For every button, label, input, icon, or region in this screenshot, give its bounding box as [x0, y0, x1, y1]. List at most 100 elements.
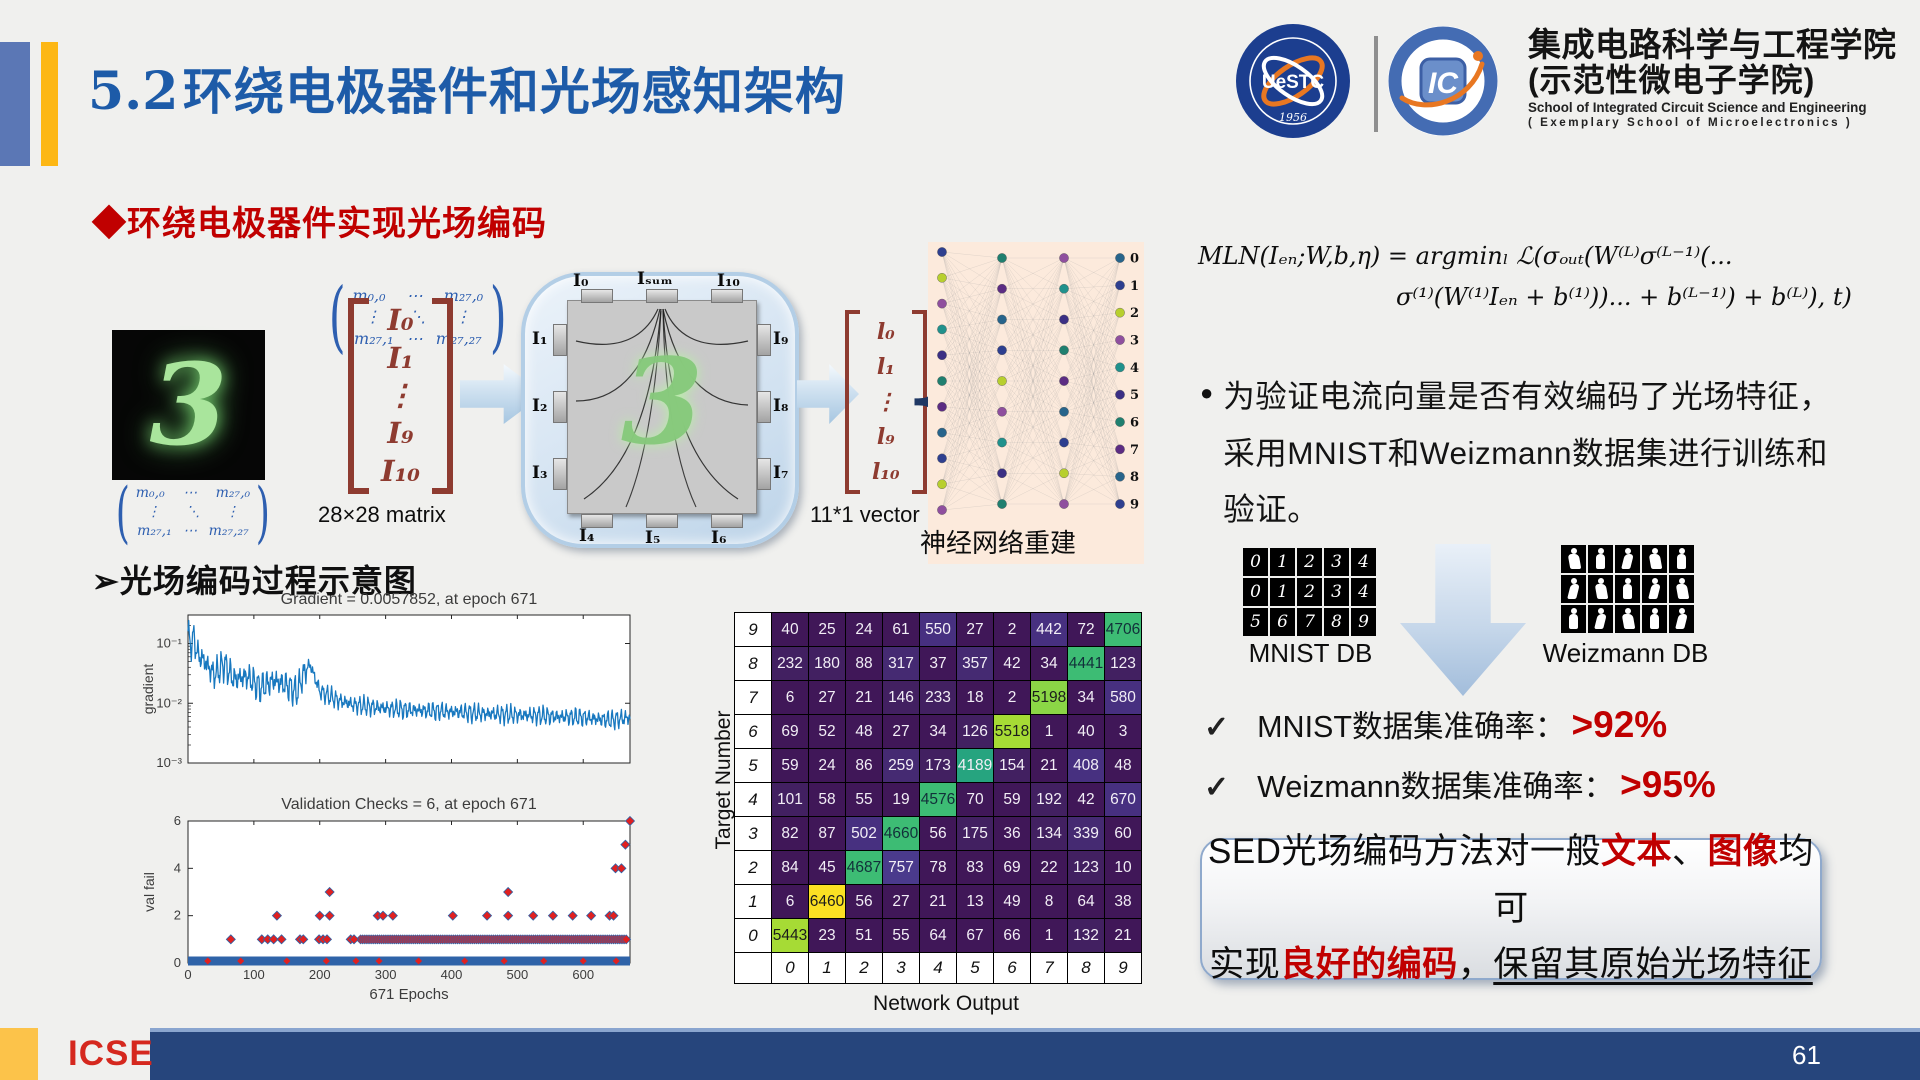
electrode-stub: [646, 514, 678, 528]
conclusion-underlined: 保留其原始光场特征: [1493, 945, 1813, 985]
weizmann-db-label: Weizmann DB: [1542, 638, 1709, 668]
mnist-sample: 5: [1243, 608, 1268, 636]
nn-node: [1059, 345, 1069, 356]
electrode-label: Iₛᵤₘ: [637, 269, 673, 289]
marker: [204, 957, 212, 965]
nn-node: [937, 505, 947, 515]
confusion-cell: 60: [1104, 816, 1142, 851]
nn-output-label: 9: [1130, 498, 1139, 513]
person-silhouette: [1669, 575, 1694, 603]
confusion-cell: 5518: [993, 714, 1031, 749]
confusion-cell: 259: [882, 748, 920, 783]
nn-node: [1115, 471, 1125, 482]
mnist-sample: 1: [1270, 548, 1295, 576]
person-silhouette: [1642, 605, 1667, 633]
conclusion-text: 均可: [1493, 831, 1815, 928]
y-tick-label: 2: [174, 908, 181, 923]
result-value: >95%: [1620, 764, 1716, 805]
x-tick-label: 300: [375, 967, 397, 982]
marker: [500, 957, 508, 965]
mnist-sample: 2: [1297, 578, 1322, 606]
svg-text:IC: IC: [1428, 67, 1459, 100]
electrode-stub: [553, 391, 567, 423]
electrode-stub: [757, 391, 771, 423]
page-number: 61: [1792, 1040, 1821, 1070]
confusion-cell: 23: [808, 918, 846, 953]
x-tick-label: 200: [309, 967, 331, 982]
device-chip: 3 3: [567, 300, 757, 514]
vector-entry: l₁₀: [872, 459, 900, 486]
electrode-label: I₆: [711, 528, 727, 548]
confusion-cell: 83: [956, 850, 994, 885]
confusion-cell: 21: [1104, 918, 1142, 953]
bullet-text: 为验证电流向量是否有效编码了光场特征，采用MNIST和Weizmann数据集进行…: [1223, 378, 1832, 528]
electrode-label: I₀: [573, 271, 589, 291]
nn-node: [937, 376, 947, 386]
marker: [322, 957, 330, 965]
y-tick-label: 0: [174, 955, 181, 970]
vector-entry: I₁: [387, 340, 414, 375]
matrix-row: m₀,₀ ⋯ m₂₇,₀: [352, 285, 484, 305]
paren-left: (: [115, 474, 130, 551]
school-name-block: 集成电路科学与工程学院 (示范性微电子学院) School of Integra…: [1528, 28, 1920, 129]
confusion-cell: 59: [771, 748, 809, 783]
confusion-cell: 502: [845, 816, 883, 851]
cm-col-header: 7: [1030, 952, 1068, 984]
nn-node: [937, 324, 947, 335]
nn-output-label: 6: [1130, 416, 1139, 431]
confusion-cell: 6: [771, 680, 809, 715]
marker: [620, 839, 631, 850]
nn-node: [997, 283, 1007, 294]
vector-entry: I₀: [387, 303, 414, 338]
confusion-cell: 21: [919, 884, 957, 919]
y-tick-label: 6: [174, 813, 181, 828]
electrode-label: I₈: [773, 396, 789, 416]
person-silhouette: [1615, 545, 1640, 573]
validation-bullet: ● 为验证电流向量是否有效编码了光场特征，采用MNIST和Weizmann数据集…: [1200, 368, 1836, 538]
marker: [375, 957, 383, 965]
nn-output-label: 8: [1130, 470, 1139, 485]
nn-node: [1059, 283, 1069, 294]
school-subname-cn: (示范性微电子学院): [1528, 62, 1816, 98]
electrode-label: I₃: [532, 463, 548, 483]
paren-right: ): [255, 474, 271, 551]
confusion-cell: 175: [956, 816, 994, 851]
confusion-cell: 56: [919, 816, 957, 851]
confusion-cell: 52: [808, 714, 846, 749]
x-tick-label: 100: [243, 967, 265, 982]
chart-title: Validation Checks = 6, at epoch 671: [281, 796, 537, 813]
person-silhouette: [1642, 575, 1667, 603]
confusion-cell: 70: [956, 782, 994, 817]
confusion-cell: 670: [1104, 782, 1142, 817]
nn-node: [1115, 253, 1125, 263]
cm-row-header: 3: [734, 816, 772, 851]
y-tick-label: 4: [174, 860, 181, 875]
weizmann-samples-grid: [1561, 545, 1694, 633]
confusion-cell: 2: [993, 680, 1031, 715]
vector-entry: I₉: [387, 416, 414, 451]
confusion-cell: 40: [771, 612, 809, 647]
confusion-cell: 48: [1104, 748, 1142, 783]
confusion-cell: 25: [808, 612, 846, 647]
mnist-sample: 8: [1324, 608, 1349, 636]
confusion-cell: 69: [993, 850, 1031, 885]
cm-row-header: 9: [734, 612, 772, 647]
confusion-cell: 408: [1067, 748, 1105, 783]
marker: [622, 935, 631, 944]
confusion-cell: 27: [882, 714, 920, 749]
y-tick-label: 10⁻²: [156, 695, 182, 710]
mnist-sample: 2: [1297, 548, 1322, 576]
confusion-cell: 42: [1067, 782, 1105, 817]
x-axis-label: 671 Epochs: [369, 986, 448, 1003]
person-silhouette: [1615, 605, 1640, 633]
person-silhouette: [1561, 575, 1586, 603]
marker: [579, 957, 587, 965]
confusion-cell: 5443: [771, 918, 809, 953]
nn-node: [937, 298, 947, 309]
confusion-cell: 4660: [882, 816, 920, 851]
confusion-cell: 1: [1030, 714, 1068, 749]
confusion-cell: 59: [993, 782, 1031, 817]
confusion-cell: 2: [993, 612, 1031, 647]
gradient-line: [187, 619, 631, 731]
